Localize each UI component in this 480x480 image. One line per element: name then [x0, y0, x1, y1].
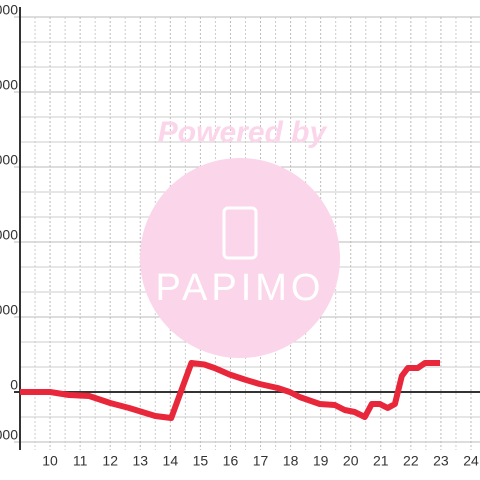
watermark-brand: PAPIMO: [156, 267, 325, 309]
x-tick-label: 20: [343, 453, 359, 469]
x-tick-label: 19: [313, 453, 329, 469]
watermark-title: Powered by: [158, 116, 328, 149]
y-tick-label: 60,000: [0, 227, 18, 243]
y-tick-label: 0: [10, 377, 18, 393]
x-tick-label: 10: [42, 453, 58, 469]
x-tick-label: 17: [253, 453, 269, 469]
x-tick-label: 18: [283, 453, 299, 469]
x-tick-label: 15: [193, 453, 209, 469]
y-tick-label: 90,000: [0, 152, 18, 168]
y-tick-label: 120,000: [0, 77, 18, 93]
x-tick-label: 22: [403, 453, 419, 469]
x-tick-label: 13: [132, 453, 148, 469]
x-tick-label: 23: [433, 453, 449, 469]
data-line: [20, 360, 441, 421]
x-tick-label: 12: [102, 453, 118, 469]
y-tick-label: 150,000: [0, 2, 18, 18]
x-tick-label: 11: [73, 453, 88, 469]
watermark-icon: [222, 206, 258, 260]
x-tick-label: 14: [163, 453, 179, 469]
x-tick-label: 24: [463, 453, 479, 469]
x-tick-label: 16: [223, 453, 239, 469]
y-tick-label: -20,000: [0, 427, 18, 443]
y-tick-label: 30,000: [0, 302, 18, 318]
x-tick-label: 21: [373, 453, 389, 469]
